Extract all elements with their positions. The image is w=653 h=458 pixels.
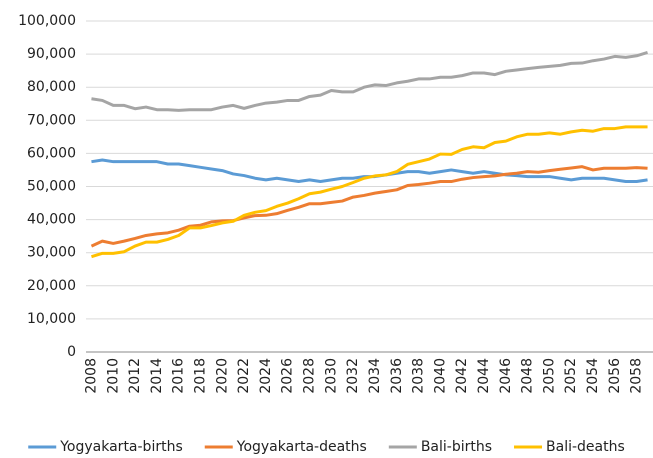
x-tick-label: 2046 bbox=[498, 358, 514, 394]
legend-label: Yogyakarta-deaths bbox=[236, 439, 367, 455]
y-tick-label: 60,000 bbox=[27, 145, 76, 161]
x-tick-label: 2016 bbox=[171, 358, 187, 394]
y-tick-label: 40,000 bbox=[27, 212, 76, 228]
legend-label: Yogyakarta-births bbox=[59, 439, 183, 455]
legend-item: Bali-births bbox=[388, 439, 492, 455]
x-tick-label: 2012 bbox=[127, 358, 143, 394]
x-tick-label: 2008 bbox=[83, 358, 99, 394]
x-tick-label: 2024 bbox=[258, 358, 274, 394]
legend-item: Yogyakarta-deaths bbox=[204, 439, 367, 455]
legend-item: Yogyakarta-births bbox=[28, 439, 183, 455]
x-tick-label: 2044 bbox=[476, 358, 492, 394]
y-tick-label: 90,000 bbox=[27, 46, 76, 62]
x-tick-label: 2032 bbox=[345, 358, 361, 394]
x-tick-label: 2040 bbox=[432, 358, 448, 394]
x-tick-label: 2048 bbox=[520, 358, 536, 394]
x-tick-label: 2020 bbox=[214, 358, 230, 394]
x-tick-label: 2054 bbox=[585, 358, 601, 394]
y-tick-label: 20,000 bbox=[27, 278, 76, 294]
x-tick-label: 2036 bbox=[389, 358, 405, 394]
x-tick-label: 2010 bbox=[105, 358, 121, 394]
x-tick-label: 2056 bbox=[607, 358, 623, 394]
series-line bbox=[91, 51, 648, 112]
y-tick-label: 0 bbox=[67, 344, 76, 360]
x-tick-label: 2014 bbox=[149, 358, 165, 394]
x-tick-label: 2026 bbox=[280, 358, 296, 394]
legend-label: Bali-deaths bbox=[546, 439, 625, 455]
x-tick-label: 2042 bbox=[454, 358, 470, 394]
series-line bbox=[90, 165, 648, 248]
x-tick-label: 2038 bbox=[411, 358, 427, 394]
y-tick-label: 70,000 bbox=[27, 112, 76, 128]
y-tick-label: 50,000 bbox=[27, 179, 76, 195]
x-tick-label: 2030 bbox=[323, 358, 339, 394]
x-tick-label: 2052 bbox=[563, 358, 579, 394]
y-tick-label: 10,000 bbox=[27, 311, 76, 327]
x-tick-label: 2034 bbox=[367, 358, 383, 394]
x-tick-label: 2050 bbox=[541, 358, 557, 394]
x-tick-label: 2018 bbox=[192, 358, 208, 394]
legend-item: Bali-deaths bbox=[514, 439, 625, 455]
x-tick-label: 2028 bbox=[302, 358, 318, 394]
y-tick-label: 100,000 bbox=[18, 13, 76, 29]
series-line bbox=[91, 125, 648, 259]
x-tick-label: 2022 bbox=[236, 358, 252, 394]
y-tick-label: 30,000 bbox=[27, 245, 76, 261]
legend-label: Bali-births bbox=[421, 439, 492, 455]
y-tick-label: 80,000 bbox=[27, 79, 76, 95]
x-tick-label: 2058 bbox=[629, 358, 645, 394]
